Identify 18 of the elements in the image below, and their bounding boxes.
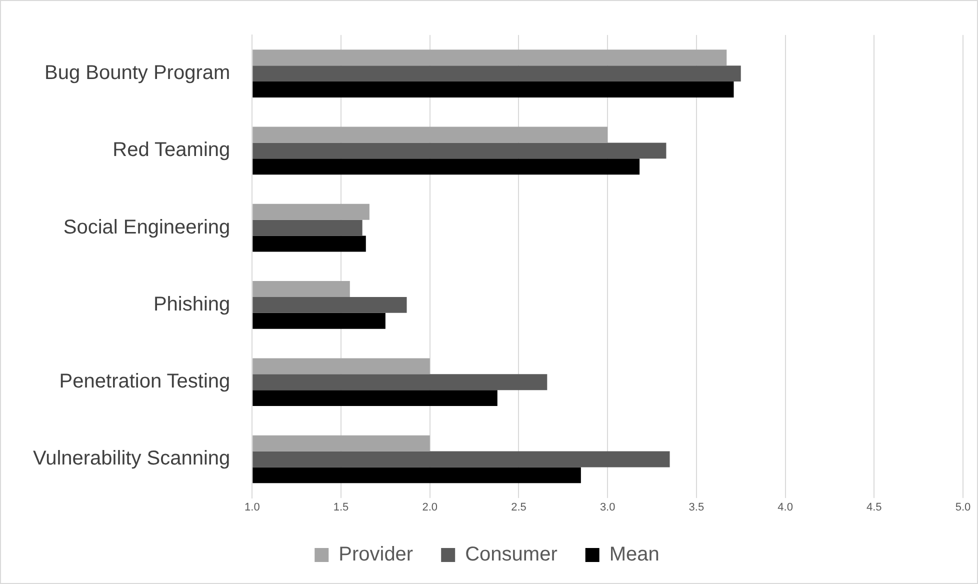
- y-tick-label: Red Teaming: [112, 139, 230, 162]
- x-tick-label: 2.5: [511, 501, 526, 514]
- y-tick-label: Bug Bounty Program: [44, 62, 230, 84]
- y-tick-label: Social Engineering: [63, 216, 230, 238]
- x-tick-label: 3.0: [600, 501, 616, 514]
- legend-label: Provider: [338, 544, 414, 566]
- x-tick-label: 5.0: [955, 501, 971, 514]
- x-tick-label: 4.0: [778, 501, 793, 514]
- x-tick-label: 1.5: [333, 501, 349, 514]
- x-tick-label: 2.0: [422, 501, 438, 514]
- y-tick-label: Penetration Testing: [59, 370, 230, 393]
- x-tick-label: 3.5: [688, 501, 704, 514]
- x-tick-label: 1.0: [244, 501, 260, 514]
- y-tick-label: Vulnerability Scanning: [32, 448, 230, 470]
- y-tick-label: Phishing: [153, 293, 230, 316]
- legend-label: Mean: [609, 544, 660, 566]
- legend-label: Consumer: [465, 544, 558, 566]
- x-tick-label: 4.5: [866, 501, 882, 514]
